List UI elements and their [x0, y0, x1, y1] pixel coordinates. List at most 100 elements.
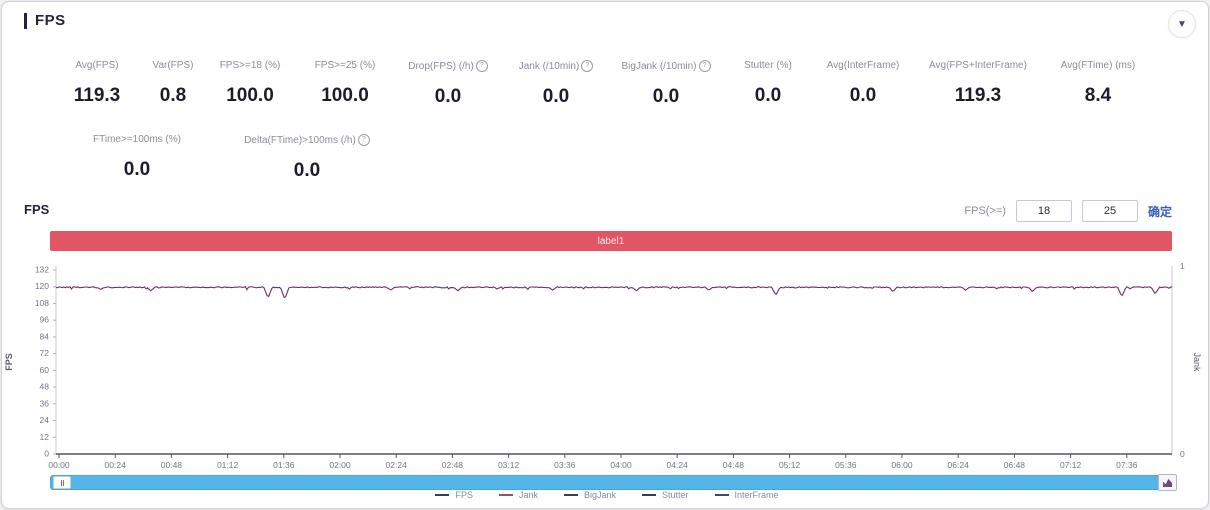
chart-section-title: FPS: [24, 202, 50, 217]
threshold-label: FPS(>=): [964, 205, 1006, 217]
collapse-button[interactable]: ▼: [1168, 10, 1196, 38]
info-icon[interactable]: ?: [357, 134, 370, 146]
fps-threshold-controls: FPS(>=) 确定: [964, 200, 1172, 222]
legend-item-fps[interactable]: FPS: [435, 490, 473, 500]
legend-item-interframe[interactable]: InterFrame: [714, 490, 779, 500]
x-axis-tick: 07:12: [1060, 460, 1082, 470]
metric-delta-ftime-100ms-h: Delta(FTime)>100ms (/h)? 0.0: [212, 134, 402, 182]
threshold-input-1[interactable]: [1015, 200, 1072, 222]
metric-avg-fps: Avg(FPS) 119.3: [52, 60, 142, 108]
legend-dash-icon: [498, 494, 513, 496]
metric-label: FTime>=100ms (%): [93, 134, 181, 145]
title-accent-bar: [24, 12, 27, 29]
legend-label: BigJank: [583, 490, 617, 500]
annotation-label-text: label1: [597, 235, 625, 247]
fps-series-line: [55, 285, 1173, 299]
legend-dash-icon: [642, 494, 657, 496]
metric-value: 119.3: [954, 85, 1002, 106]
x-axis-tick: 06:00: [891, 460, 913, 470]
x-axis-tick: 00:48: [161, 460, 183, 470]
x-axis-tick: 04:48: [723, 460, 745, 470]
x-axis-tick: 05:36: [835, 460, 857, 470]
info-icon[interactable]: ?: [475, 60, 488, 72]
legend-dash-icon: [714, 494, 729, 496]
metric-stutter: Stutter (%) 0.0: [722, 60, 814, 108]
x-axis-tick: 02:24: [386, 460, 408, 470]
metric-value: 0.0: [293, 160, 321, 181]
y-axis-tick-right: 0: [1180, 449, 1185, 459]
legend-dash-icon: [435, 494, 450, 496]
metric-label: Avg(FTime) (ms): [1060, 60, 1136, 71]
metric-value: 100.0: [321, 85, 369, 106]
y-axis-tick-left: 12: [40, 432, 50, 442]
metric-label: Avg(FPS+InterFrame): [929, 60, 1027, 71]
legend-label: Jank: [518, 490, 538, 500]
x-axis-tick: 00:00: [48, 460, 70, 470]
metric-value: 0.8: [159, 85, 187, 106]
metric-fps-18: FPS>=18 (%) 100.0: [204, 60, 296, 108]
x-axis-tick: 02:48: [442, 460, 464, 470]
legend-item-bigjank[interactable]: BigJank: [563, 490, 617, 500]
legend-label: InterFrame: [734, 490, 779, 500]
chart-range-scrollbar: [50, 474, 1177, 491]
y-axis-tick-left: 24: [40, 415, 50, 425]
y-axis-tick-right: 1: [1180, 261, 1185, 271]
metric-avg-fps-interframe: Avg(FPS+InterFrame) 119.3: [912, 60, 1044, 108]
y-axis-tick-left: 0: [44, 449, 49, 459]
legend-dash-icon: [563, 494, 578, 496]
metric-label: Delta(FTime)>100ms (/h)?: [244, 134, 370, 146]
metric-label: Avg(InterFrame): [826, 60, 900, 71]
x-axis-tick: 04:24: [667, 460, 689, 470]
metric-value: 0.0: [123, 159, 151, 180]
metric-value: 0.0: [434, 86, 462, 107]
metric-ftime-100ms: FTime>=100ms (%) 0.0: [62, 134, 212, 182]
y-axis-tick-left: 60: [40, 365, 50, 375]
legend-item-stutter[interactable]: Stutter: [642, 490, 689, 500]
x-axis-tick: 01:36: [273, 460, 295, 470]
metric-avg-interframe: Avg(InterFrame) 0.0: [814, 60, 912, 108]
grip-icon: [62, 479, 64, 486]
metric-avg-ftime-ms: Avg(FTime) (ms) 8.4: [1044, 60, 1152, 108]
metrics-row-2: FTime>=100ms (%) 0.0 Delta(FTime)>100ms (/…: [62, 134, 402, 182]
y-axis-tick-left: 84: [40, 331, 50, 341]
annotation-label-band[interactable]: label1: [50, 231, 1172, 251]
metric-label: FPS>=25 (%): [314, 60, 376, 71]
x-axis-tick: 02:00: [329, 460, 351, 470]
scrollbar-track[interactable]: [50, 475, 1162, 490]
legend-label: Stutter: [662, 490, 689, 500]
scrollbar-left-handle[interactable]: [53, 476, 71, 489]
y-axis-tick-left: 96: [40, 315, 50, 325]
y-axis-title-right: Jank: [1192, 352, 1202, 372]
x-axis-tick: 04:00: [610, 460, 632, 470]
mini-chart-icon: [1163, 478, 1172, 487]
x-axis-tick: 05:12: [779, 460, 801, 470]
y-axis-tick-left: 108: [35, 298, 49, 308]
y-axis-tick-left: 132: [35, 265, 49, 275]
metric-label: Stutter (%): [744, 60, 792, 71]
x-axis-tick: 03:36: [554, 460, 576, 470]
x-axis-tick: 06:24: [948, 460, 970, 470]
chart-legend: FPS Jank BigJank Stutter InterFrame: [2, 490, 1210, 500]
info-icon[interactable]: ?: [581, 60, 594, 72]
metric-label: Drop(FPS) (/h)?: [408, 60, 488, 72]
threshold-input-2[interactable]: [1081, 200, 1138, 222]
metric-label: Jank (/10min)?: [519, 60, 594, 72]
grip-icon: [60, 479, 62, 486]
metric-value: 0.0: [849, 85, 877, 106]
y-axis-tick-left: 120: [35, 281, 49, 291]
y-axis-tick-left: 72: [40, 348, 50, 358]
legend-item-jank[interactable]: Jank: [498, 490, 538, 500]
metric-jank-10min: Jank (/10min)? 0.0: [502, 60, 610, 108]
x-axis-tick: 00:24: [105, 460, 127, 470]
scrollbar-right-handle[interactable]: [1158, 474, 1177, 491]
metric-bigjank-10min: BigJank (/10min)? 0.0: [610, 60, 722, 108]
metric-label: BigJank (/10min)?: [621, 60, 711, 72]
metric-label: FPS>=18 (%): [219, 60, 281, 71]
y-axis-title-left: FPS: [4, 353, 14, 371]
info-icon[interactable]: ?: [698, 60, 711, 72]
x-axis-tick: 03:12: [498, 460, 520, 470]
metric-value: 0.0: [542, 86, 570, 107]
y-axis-tick-left: 48: [40, 382, 50, 392]
confirm-button[interactable]: 确定: [1147, 204, 1172, 219]
